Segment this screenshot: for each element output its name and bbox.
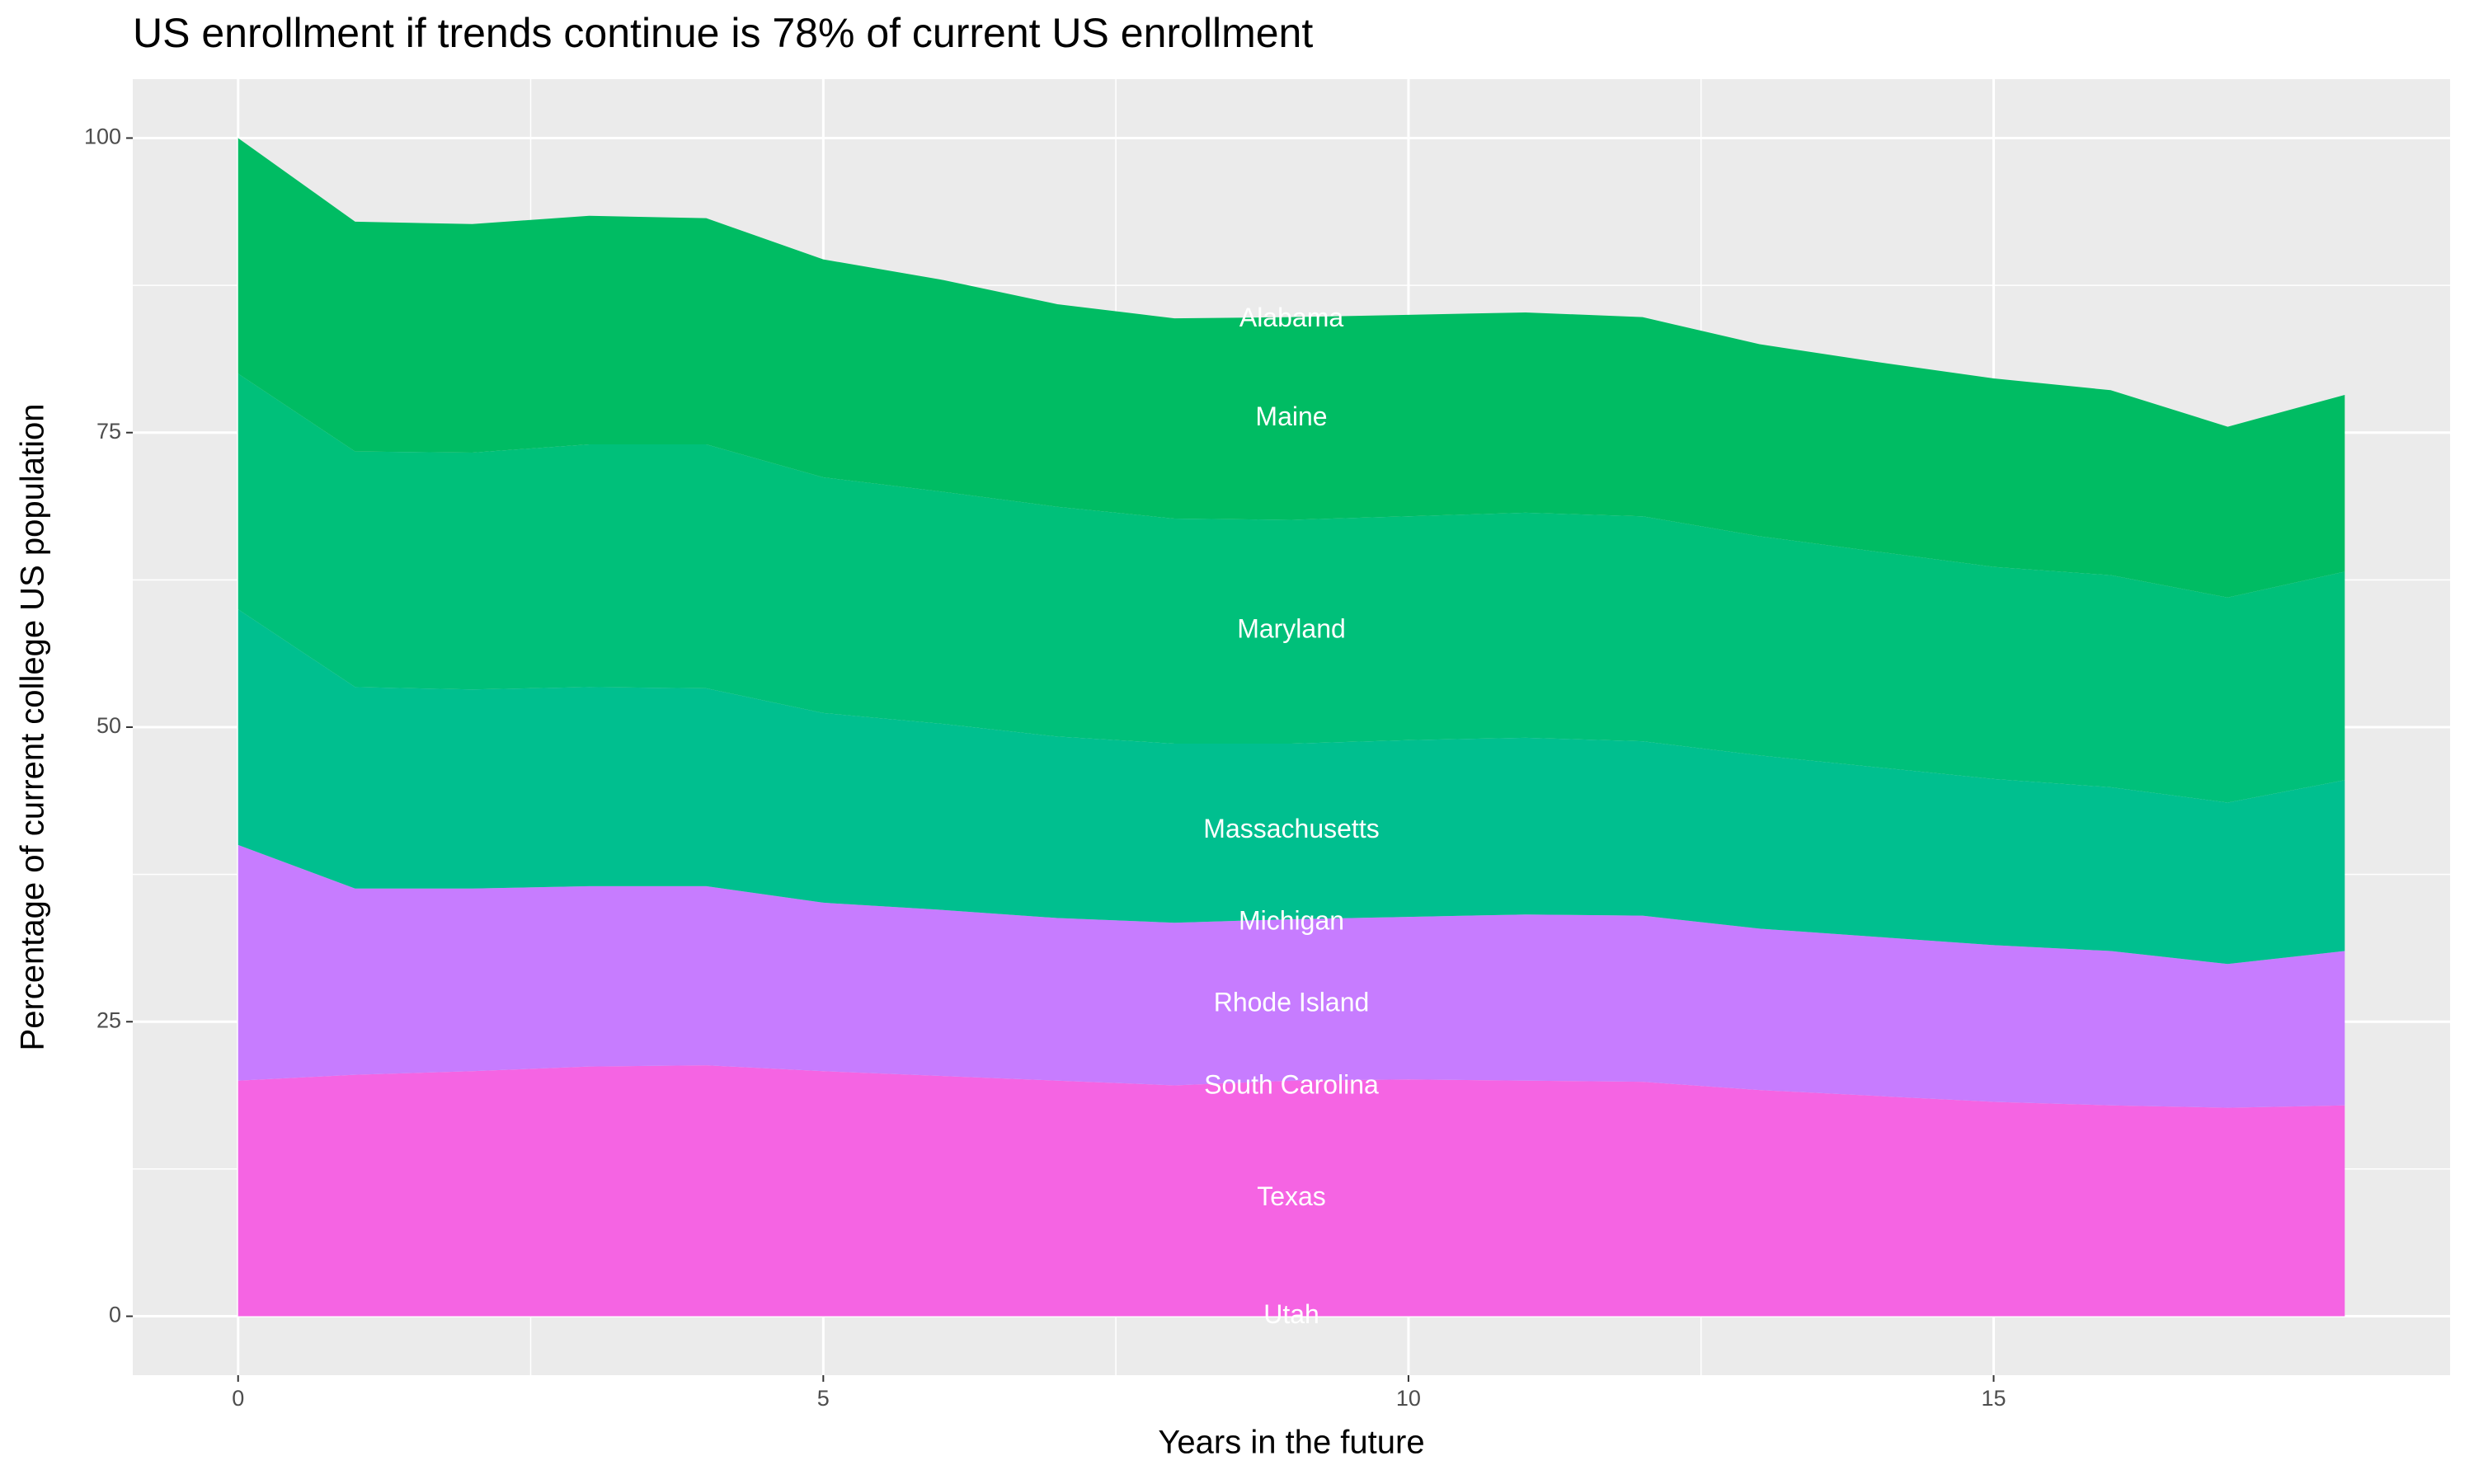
area-label: Maine	[1255, 402, 1327, 431]
area-label: Massachusetts	[1203, 814, 1379, 843]
x-tick-label: 10	[1396, 1386, 1421, 1411]
area	[238, 609, 2345, 965]
x-tick-label: 15	[1981, 1386, 2006, 1411]
y-tick-label: 75	[96, 419, 121, 444]
x-tick-label: 5	[817, 1386, 830, 1411]
y-tick-label: 100	[84, 124, 121, 149]
area	[238, 138, 2345, 598]
y-tick-label: 50	[96, 713, 121, 738]
x-axis-title: Years in the future	[1158, 1425, 1424, 1461]
area-label: Maryland	[1237, 613, 1346, 643]
area-label: Utah	[1263, 1299, 1319, 1329]
y-tick-label: 25	[96, 1007, 121, 1032]
area	[238, 844, 2345, 1108]
chart-title: US enrollment if trends continue is 78% …	[133, 10, 1313, 56]
area-label: Alabama	[1239, 303, 1344, 332]
area	[238, 1065, 2345, 1317]
y-tick-label: 0	[109, 1303, 121, 1327]
x-tick-label: 0	[232, 1386, 244, 1411]
area-label: Texas	[1257, 1181, 1326, 1211]
area	[238, 373, 2345, 803]
area-label: Michigan	[1239, 906, 1344, 936]
y-axis-title: Percentage of current college US populat…	[15, 404, 51, 1051]
area-label: South Carolina	[1204, 1069, 1379, 1099]
area-label: Rhode Island	[1214, 987, 1370, 1017]
